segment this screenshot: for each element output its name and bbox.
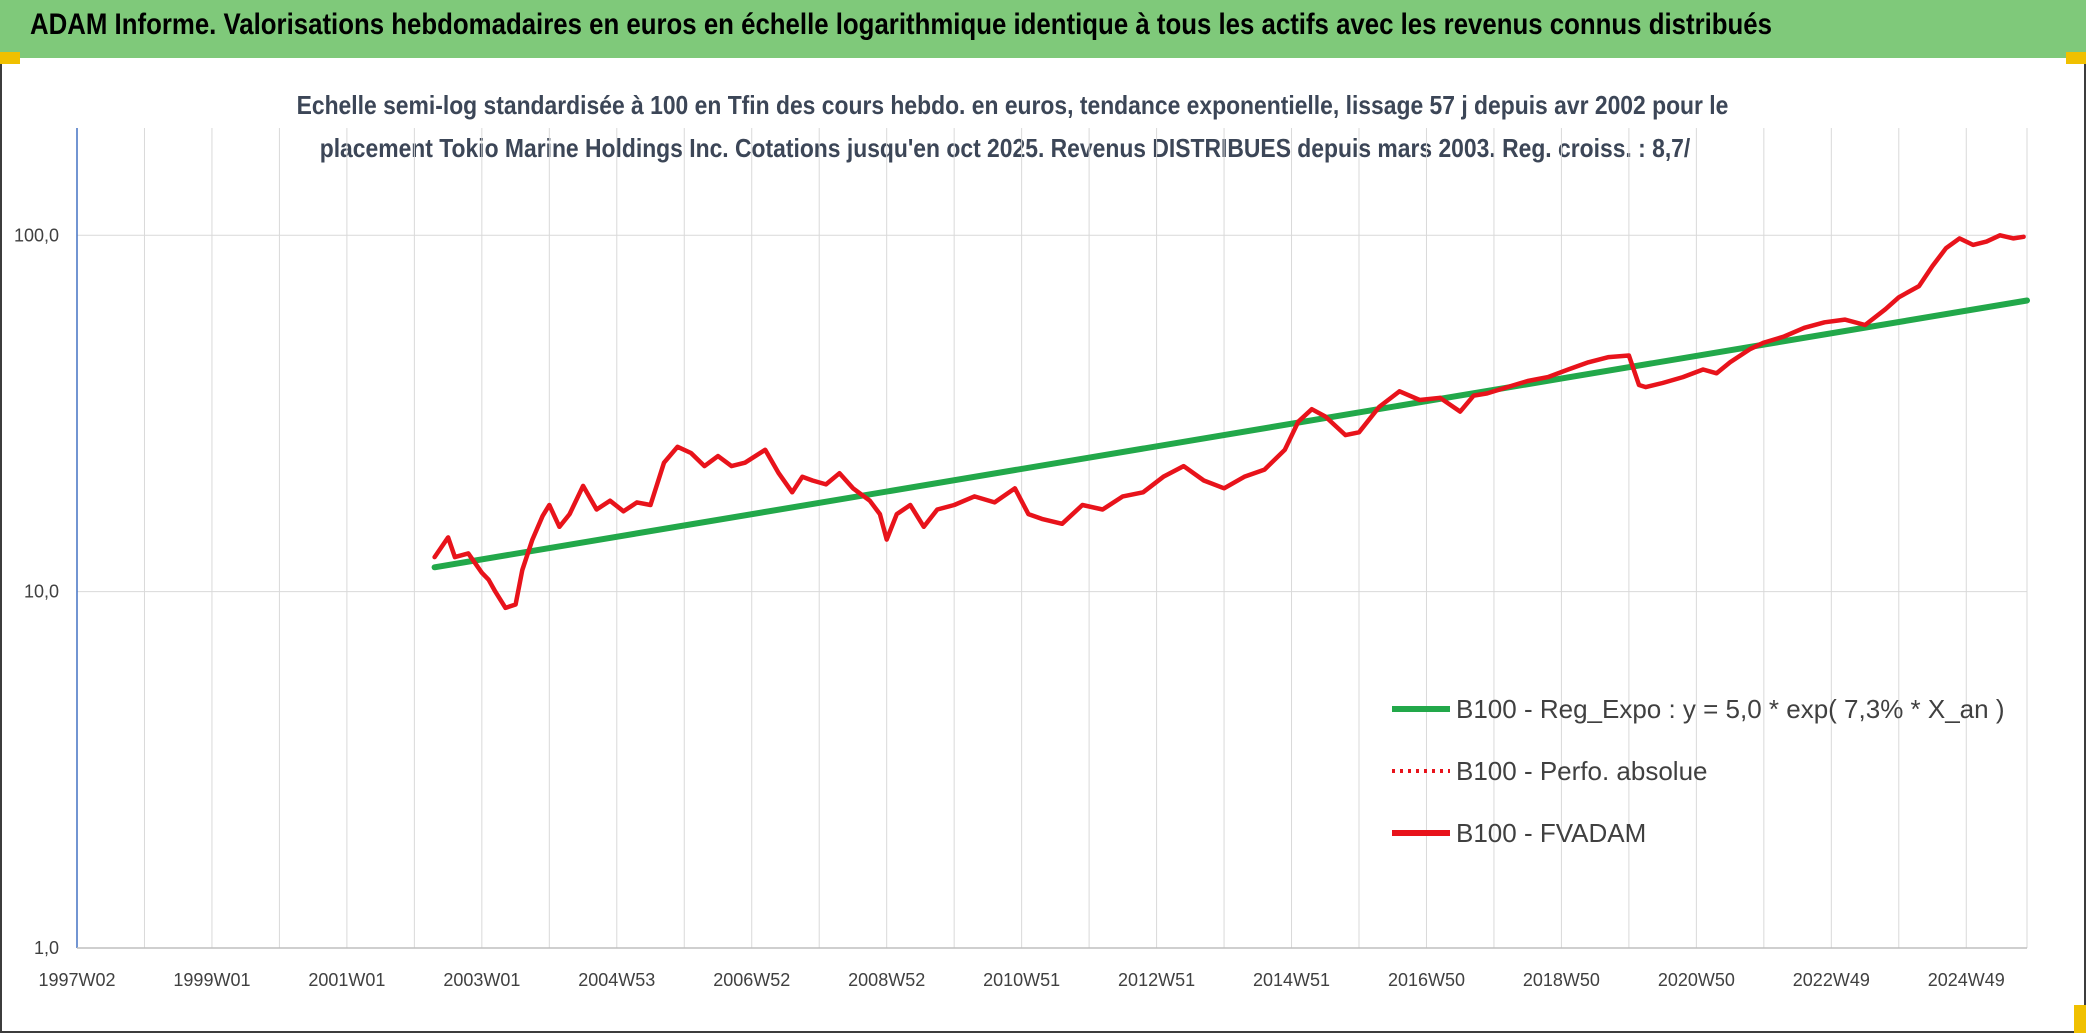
- y-tick-label: 10,0: [24, 582, 59, 602]
- x-tick-label: 2004W53: [578, 970, 655, 990]
- x-tick-label: 2001W01: [308, 970, 385, 990]
- legend-layer: B100 - Reg_Expo : y = 5,0 * exp( 7,3% * …: [1392, 694, 2005, 848]
- chart-title: Echelle semi-log standardisée à 100 en T…: [200, 84, 1810, 170]
- x-tick-label: 1997W02: [38, 970, 115, 990]
- legend-label: B100 - Reg_Expo : y = 5,0 * exp( 7,3% * …: [1456, 694, 2005, 724]
- corner-marker-top-left: [0, 52, 20, 64]
- report-banner: ADAM Informe. Valorisations hebdomadaire…: [0, 0, 2086, 58]
- x-tick-label: 2014W51: [1253, 970, 1330, 990]
- x-tick-label: 2010W51: [983, 970, 1060, 990]
- fvadam-line: [432, 233, 2026, 611]
- x-tick-label: 2012W51: [1118, 970, 1195, 990]
- x-tick-label: 2020W50: [1658, 970, 1735, 990]
- x-tick-label: 2006W52: [713, 970, 790, 990]
- x-tick-label: 2008W52: [848, 970, 925, 990]
- series-layer: [431, 233, 2030, 611]
- corner-marker-top-right: [2066, 52, 2086, 64]
- chart-title-line-1: Echelle semi-log standardisée à 100 en T…: [296, 90, 1729, 120]
- x-tick-label: 2022W49: [1793, 970, 1870, 990]
- grid-layer: [76, 128, 2028, 949]
- corner-marker-bottom-right: [2074, 1005, 2086, 1033]
- x-tick-label: 2016W50: [1388, 970, 1465, 990]
- axis-layer: 1997W02 1999W01 2001W01 2003W01 2004W53 2006W…: [14, 128, 2027, 990]
- legend-label: B100 - Perfo. absolue: [1456, 756, 1708, 786]
- x-tick-label: 2018W50: [1523, 970, 1600, 990]
- legend-label: B100 - FVADAM: [1456, 818, 1646, 848]
- y-tick-label: 1,0: [34, 938, 59, 958]
- x-tick-label: 1999W01: [173, 970, 250, 990]
- regression-line: [431, 297, 2030, 571]
- chart-title-line-2: placement Tokio Marine Holdings Inc. Cot…: [319, 133, 1691, 163]
- x-tick-label: 2024W49: [1928, 970, 2005, 990]
- x-tick-label: 2003W01: [443, 970, 520, 990]
- y-tick-label: 100,0: [14, 225, 59, 245]
- report-title: ADAM Informe. Valorisations hebdomadaire…: [30, 8, 1772, 41]
